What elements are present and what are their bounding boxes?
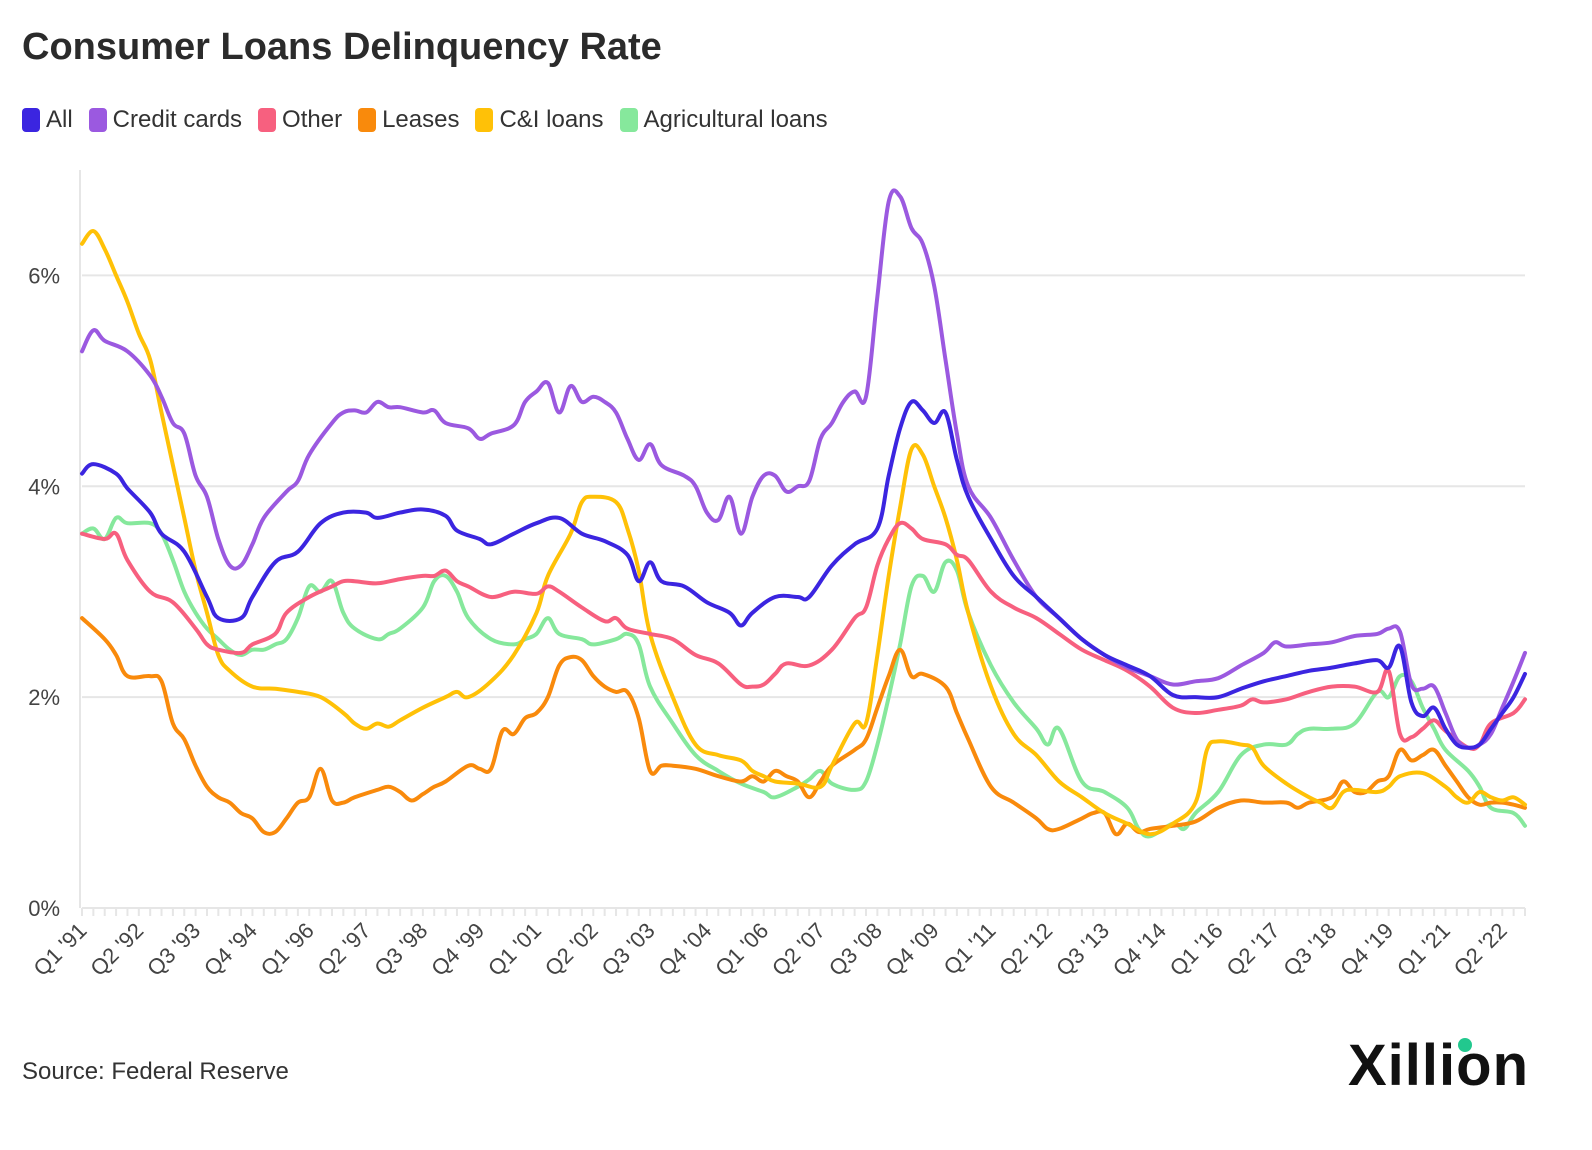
x-tick-label: Q1 '06 [710,918,773,981]
legend-item-other[interactable]: Other [258,106,342,134]
legend: All Credit cards Other Leases C&I loans … [22,106,828,134]
legend-label-leases: Leases [382,106,460,133]
legend-item-ci-loans[interactable]: C&I loans [475,106,604,134]
legend-swatch-all [22,108,40,132]
legend-swatch-leases [358,108,377,132]
legend-item-all[interactable]: All [22,106,73,134]
legend-label-agricultural-loans: Agricultural loans [643,106,828,133]
y-tick-label: 4% [28,474,60,499]
x-tick-label: Q1 '91 [29,918,92,981]
source-note: Source: Federal Reserve [22,1058,289,1085]
x-tick-label: Q1 '01 [483,918,546,981]
x-tick-label: Q4 '99 [426,918,489,981]
x-tick-label: Q2 '12 [994,918,1057,981]
y-tick-label: 2% [28,685,60,710]
x-tick-label: Q1 '96 [256,918,319,981]
legend-label-other: Other [282,106,343,133]
chart-title: Consumer Loans Delinquency Rate [22,26,662,68]
series-line-credit-cards[interactable] [80,188,1527,750]
legend-swatch-ci-loans [475,108,494,132]
x-tick-label: Q3 '08 [824,918,887,981]
logo-text: Xillion [1348,1033,1529,1098]
x-tick-label: Q2 '97 [313,918,376,981]
x-tick-label: Q4 '94 [199,918,262,981]
x-tick-label: Q2 '02 [540,918,603,981]
series-line-c-i-loans[interactable] [80,229,1527,837]
series-line-all[interactable] [80,399,1527,750]
x-tick-label: Q4 '19 [1335,918,1398,981]
xillion-logo: Xillion [1348,1032,1548,1102]
x-tick-label: Q3 '93 [142,918,205,981]
x-tick-label: Q4 '09 [881,918,944,981]
series-line-other[interactable] [80,520,1527,751]
legend-item-leases[interactable]: Leases [358,106,459,134]
x-tick-label: Q3 '13 [1051,918,1114,981]
x-tick-label: Q4 '04 [653,918,716,981]
x-tick-label: Q2 '92 [85,918,148,981]
x-tick-label: Q3 '98 [369,918,432,981]
legend-swatch-credit-cards [88,108,107,132]
y-tick-label: 0% [28,896,60,921]
series-line-agricultural-loans[interactable] [80,515,1527,839]
legend-item-credit-cards[interactable]: Credit cards [88,106,243,134]
grid-layer [82,274,1525,909]
x-tick-label: Q4 '14 [1108,918,1171,981]
legend-label-all: All [46,106,73,133]
legend-swatch-other [258,108,277,132]
legend-item-agricultural-loans[interactable]: Agricultural loans [619,106,828,134]
legend-label-ci-loans: C&I loans [499,106,604,133]
series-line-leases[interactable] [80,616,1527,837]
x-tick-label: Q1 '16 [1165,918,1228,981]
x-tick-label: Q1 '11 [939,918,1001,980]
x-tick-label: Q3 '18 [1278,918,1341,981]
legend-label-credit-cards: Credit cards [112,106,243,133]
x-tick-label: Q1 '21 [1392,918,1455,981]
legend-swatch-agricultural-loans [619,108,638,132]
x-tick-label: Q2 '22 [1449,918,1512,981]
y-tick-label: 6% [28,263,60,288]
x-tick-label: Q2 '07 [767,918,830,981]
x-tick-label: Q3 '03 [597,918,660,981]
x-tick-label: Q2 '17 [1222,918,1285,981]
series-layer [80,188,1527,839]
logo-dot-icon [1458,1038,1472,1052]
